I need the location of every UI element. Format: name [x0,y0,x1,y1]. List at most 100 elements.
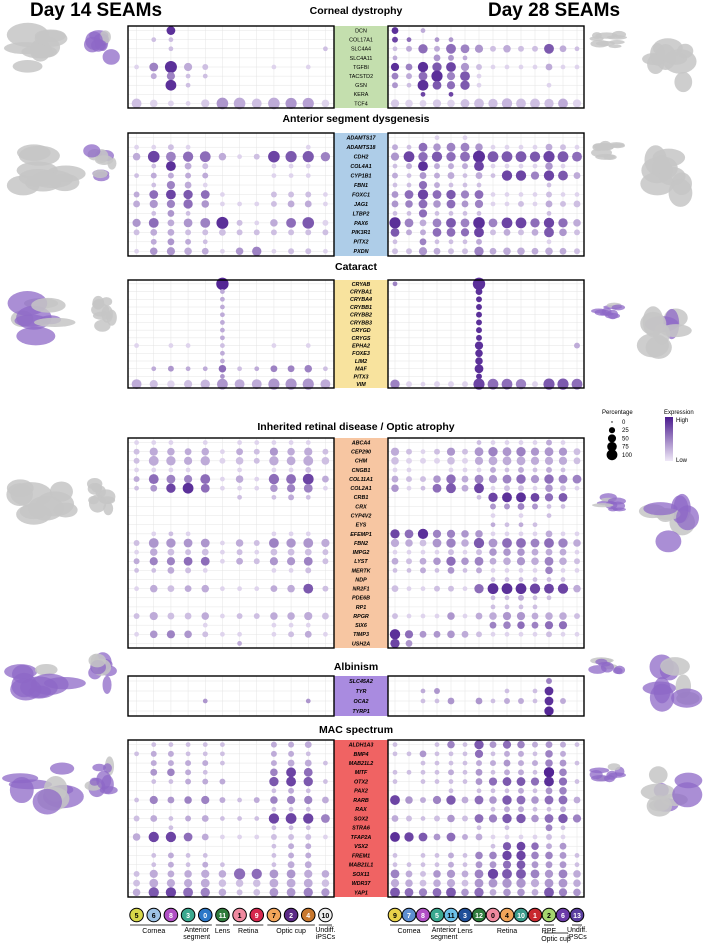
dot-day28 [418,180,428,190]
dot-day28 [490,577,496,582]
gene-label: SOX11 [353,872,370,878]
dot-day28 [532,163,538,169]
frame-day14 [127,132,335,257]
dot-day28 [532,201,538,207]
dot-day28 [461,796,469,804]
cluster-badge [318,907,333,923]
dot-day28 [504,788,510,794]
dot-day28 [461,539,469,547]
gene-label: COL17A1 [349,38,373,44]
dot-day28 [516,850,526,861]
dot-day14 [304,795,313,805]
dot-day28 [406,769,412,775]
dot-day14 [321,457,330,465]
dot-day28 [390,99,400,108]
dot-day28 [418,71,428,81]
dot-day28 [518,750,524,757]
dot-day14 [150,750,157,757]
dot-day28 [476,296,482,303]
gene-label: TFAP2A [351,835,372,841]
dot-day28 [433,247,441,255]
dot-day14 [201,815,209,822]
dot-day28 [545,566,553,575]
cluster-badge [215,907,230,923]
dot-day28 [530,447,540,456]
dot-day14 [149,869,158,879]
dot-day28 [447,630,455,639]
dot-day28 [515,217,527,229]
dot-day28 [474,474,484,484]
dot-day14 [148,217,159,228]
dot-day28 [489,247,497,255]
dot-day14 [321,99,330,108]
dot-day28 [418,832,428,842]
gene-label: SOX2 [354,816,368,822]
dot-day28 [434,163,440,170]
dot-day28 [488,878,498,888]
dot-day28 [543,767,555,778]
dot-day28 [530,474,540,484]
dot-day28 [504,604,510,610]
dot-day28 [546,82,552,88]
dot-day14 [305,622,311,628]
dot-day14 [235,457,244,465]
dot-day28 [474,341,484,350]
dot-day28 [406,182,412,188]
dot-day28 [544,98,554,109]
gene-label: PAX6 [354,221,369,227]
dot-day28 [516,456,526,466]
cluster-badge [180,907,196,923]
dot-day14 [202,698,208,704]
gene-label: MERTK [351,568,371,574]
dot-day14 [134,440,139,445]
dot-day28 [473,378,485,390]
dot-day28 [474,199,484,209]
dot-day14 [288,440,294,445]
gene-label: COL11A1 [349,477,373,483]
dot-day14 [183,380,193,389]
dot-day14 [253,457,260,464]
dot-day28 [518,631,524,637]
dot-day28 [392,281,398,287]
dot-day14 [133,815,140,822]
dot-day14 [254,816,260,821]
dot-day28 [475,697,483,705]
umap-thumbnail [592,493,626,512]
dot-day28 [560,192,566,197]
dot-day28 [558,474,568,484]
dot-day28 [390,887,400,898]
dot-day28 [531,548,539,556]
umap-thumbnail [4,663,86,701]
gene-label: ADAMTS18 [345,145,375,151]
group-label: Cornea [142,928,165,935]
dot-day14 [150,760,157,767]
group-label: segment [431,934,458,941]
dot-day14 [134,631,139,637]
dot-day14 [165,831,177,843]
dot-day14 [149,99,158,108]
dot-day14 [323,834,328,840]
cluster-id: 4 [306,913,310,920]
dot-day14 [202,172,209,179]
dot-day14 [304,200,312,208]
dot-day14 [270,548,278,556]
dot-day14 [305,466,312,473]
gene-label: LYST [354,559,368,565]
dot-day14 [182,482,194,494]
gene-label: MITF [355,770,368,776]
dot-day28 [475,833,483,841]
dot-day28 [417,189,429,200]
dot-day28 [574,558,580,565]
dot-day28 [559,852,567,859]
dot-day28 [560,64,566,70]
dot-day14 [168,37,174,43]
dot-day28 [558,888,568,897]
dot-day28 [434,45,440,52]
cluster-id: 12 [475,913,483,920]
dot-day28 [531,842,539,850]
dot-day28 [462,239,468,245]
dot-day28 [461,530,469,538]
dot-day28 [405,879,413,887]
dot-day28 [419,630,427,638]
dot-day28 [502,456,512,466]
